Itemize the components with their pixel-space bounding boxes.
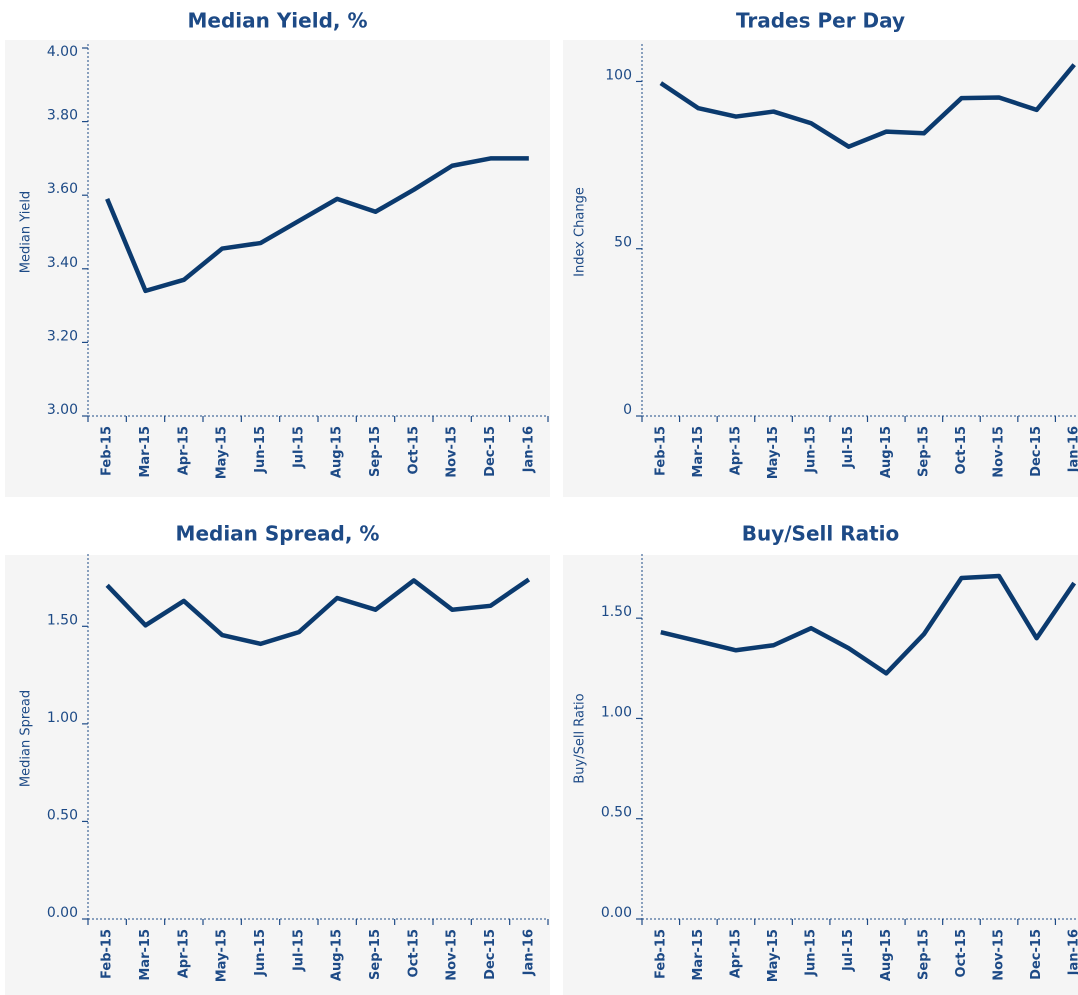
data-line	[105, 577, 531, 647]
x-tick-label: Mar-15	[691, 426, 706, 478]
y-axis-label: Index Change	[573, 187, 588, 277]
x-tick-label: Apr-15	[176, 426, 191, 475]
x-tick-label: Oct-15	[406, 426, 421, 474]
x-tick-label: Jun-15	[253, 426, 268, 474]
y-tick-label: 0.50	[601, 805, 632, 821]
y-tick-label: 3.40	[47, 255, 78, 271]
x-tick-label: Sep-15	[916, 426, 931, 477]
chart-panel: Trades Per Day 0 50 100 Index Change Feb-15 Ma…	[563, 9, 1078, 497]
y-tick-label: 1.00	[601, 704, 632, 720]
x-tick-label: Mar-15	[138, 426, 153, 478]
chart-panel: Median Yield, % 3.00 3.20 3.40 3.60 3.80 4.00 M…	[5, 9, 550, 497]
x-tick-label: May-15	[215, 929, 230, 982]
x-tick-label: Feb-15	[653, 426, 668, 476]
y-tick-label: 0.00	[601, 905, 632, 921]
x-tick-label: Nov-15	[445, 929, 460, 981]
x-tick-label: Aug-15	[330, 929, 345, 981]
panel-background	[563, 555, 1078, 995]
y-tick-label: 4.00	[47, 44, 78, 60]
x-tick-label: Jan-16	[521, 426, 536, 473]
x-tick-label: Mar-15	[691, 929, 706, 981]
x-tick-label: Jul-15	[291, 426, 306, 469]
x-tick-label: Apr-15	[728, 426, 743, 475]
x-tick-label: Apr-15	[176, 929, 191, 978]
x-tick-label: Aug-15	[879, 426, 894, 478]
x-tick-label: Nov-15	[992, 929, 1007, 981]
x-tick-label: Feb-15	[653, 929, 668, 979]
y-tick-label: 1.50	[47, 612, 78, 628]
x-tick-label: Aug-15	[879, 929, 894, 981]
y-tick-label: 3.60	[47, 181, 78, 197]
x-tick-label: Aug-15	[330, 426, 345, 478]
y-tick-label: 0.00	[47, 905, 78, 921]
x-tick-label: Sep-15	[368, 426, 383, 477]
x-tick-label: Oct-15	[406, 929, 421, 977]
x-tick-label: Nov-15	[992, 426, 1007, 478]
y-tick-label: 50	[614, 235, 632, 251]
x-tick-label: Jun-15	[804, 426, 819, 474]
x-tick-label: Oct-15	[954, 929, 969, 977]
x-tick-label: Nov-15	[445, 426, 460, 478]
x-tick-label: Jun-15	[804, 929, 819, 977]
y-tick-label: 3.20	[47, 328, 78, 344]
x-tick-label: Feb-15	[100, 426, 115, 476]
data-line	[105, 156, 529, 294]
y-tick-label: 0.50	[47, 807, 78, 823]
chart-panel: Buy/Sell Ratio 0.00 0.50 1.00 1.50 Buy/Sell R…	[563, 522, 1078, 995]
y-tick-label: 0	[623, 402, 632, 418]
chart-title: Median Spread, %	[176, 522, 380, 546]
chart-title: Buy/Sell Ratio	[742, 522, 900, 546]
x-tick-label: May-15	[215, 426, 230, 479]
x-tick-label: Dec-15	[483, 929, 498, 980]
x-tick-label: Jun-15	[253, 929, 268, 977]
y-tick-label: 1.00	[47, 710, 78, 726]
x-tick-label: May-15	[766, 929, 781, 982]
y-axis-label: Buy/Sell Ratio	[573, 693, 588, 783]
x-tick-label: Feb-15	[100, 929, 115, 979]
x-tick-label: May-15	[766, 426, 781, 479]
y-tick-label: 1.50	[601, 604, 632, 620]
chart-title: Trades Per Day	[736, 9, 905, 33]
x-tick-label: Oct-15	[954, 426, 969, 474]
x-tick-label: Dec-15	[1029, 929, 1044, 980]
x-tick-label: Jul-15	[841, 426, 856, 469]
y-tick-label: 3.00	[47, 402, 78, 418]
x-tick-label: Jul-15	[291, 929, 306, 972]
x-tick-label: Dec-15	[483, 426, 498, 477]
y-tick-label: 3.80	[47, 108, 78, 124]
x-tick-label: Dec-15	[1029, 426, 1044, 477]
x-tick-label: Jan-16	[1067, 929, 1078, 976]
x-tick-label: Mar-15	[138, 929, 153, 981]
data-line	[660, 573, 1077, 676]
data-line	[659, 63, 1076, 149]
panel-background	[5, 555, 550, 995]
x-tick-label: Jan-16	[521, 929, 536, 976]
panel-background	[5, 40, 550, 497]
x-tick-label: Jan-16	[1067, 426, 1078, 473]
panel-background	[563, 40, 1078, 497]
x-tick-label: Jul-15	[841, 929, 856, 972]
chart-title: Median Yield, %	[187, 9, 367, 33]
x-tick-label: Sep-15	[916, 929, 931, 980]
y-tick-label: 100	[605, 67, 632, 83]
chart-panel: Median Spread, % 0.00 0.50 1.00 1.50 Median S…	[5, 522, 550, 995]
y-axis-label: Median Yield	[19, 191, 34, 273]
y-axis-label: Median Spread	[19, 690, 34, 787]
x-tick-label: Sep-15	[368, 929, 383, 980]
x-tick-label: Apr-15	[728, 929, 743, 978]
